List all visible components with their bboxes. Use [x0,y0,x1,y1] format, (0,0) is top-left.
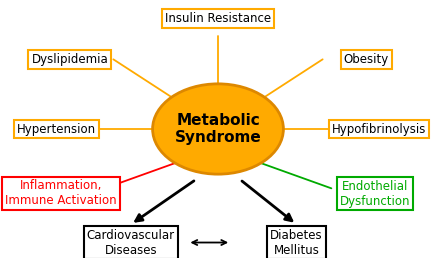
Text: Endothelial
Dysfunction: Endothelial Dysfunction [340,180,410,207]
Text: Hypertension: Hypertension [17,123,96,135]
Text: Insulin Resistance: Insulin Resistance [165,12,271,25]
Text: Inflammation,
Immune Activation: Inflammation, Immune Activation [5,180,117,207]
Ellipse shape [153,84,283,174]
Text: Hypofibrinolysis: Hypofibrinolysis [332,123,426,135]
Text: Metabolic
Syndrome: Metabolic Syndrome [175,113,261,145]
Text: Dyslipidemia: Dyslipidemia [31,53,108,66]
Text: Obesity: Obesity [344,53,389,66]
Text: Cardiovascular
Diseases: Cardiovascular Diseases [87,229,175,256]
Text: Diabetes
Mellitus: Diabetes Mellitus [270,229,323,256]
